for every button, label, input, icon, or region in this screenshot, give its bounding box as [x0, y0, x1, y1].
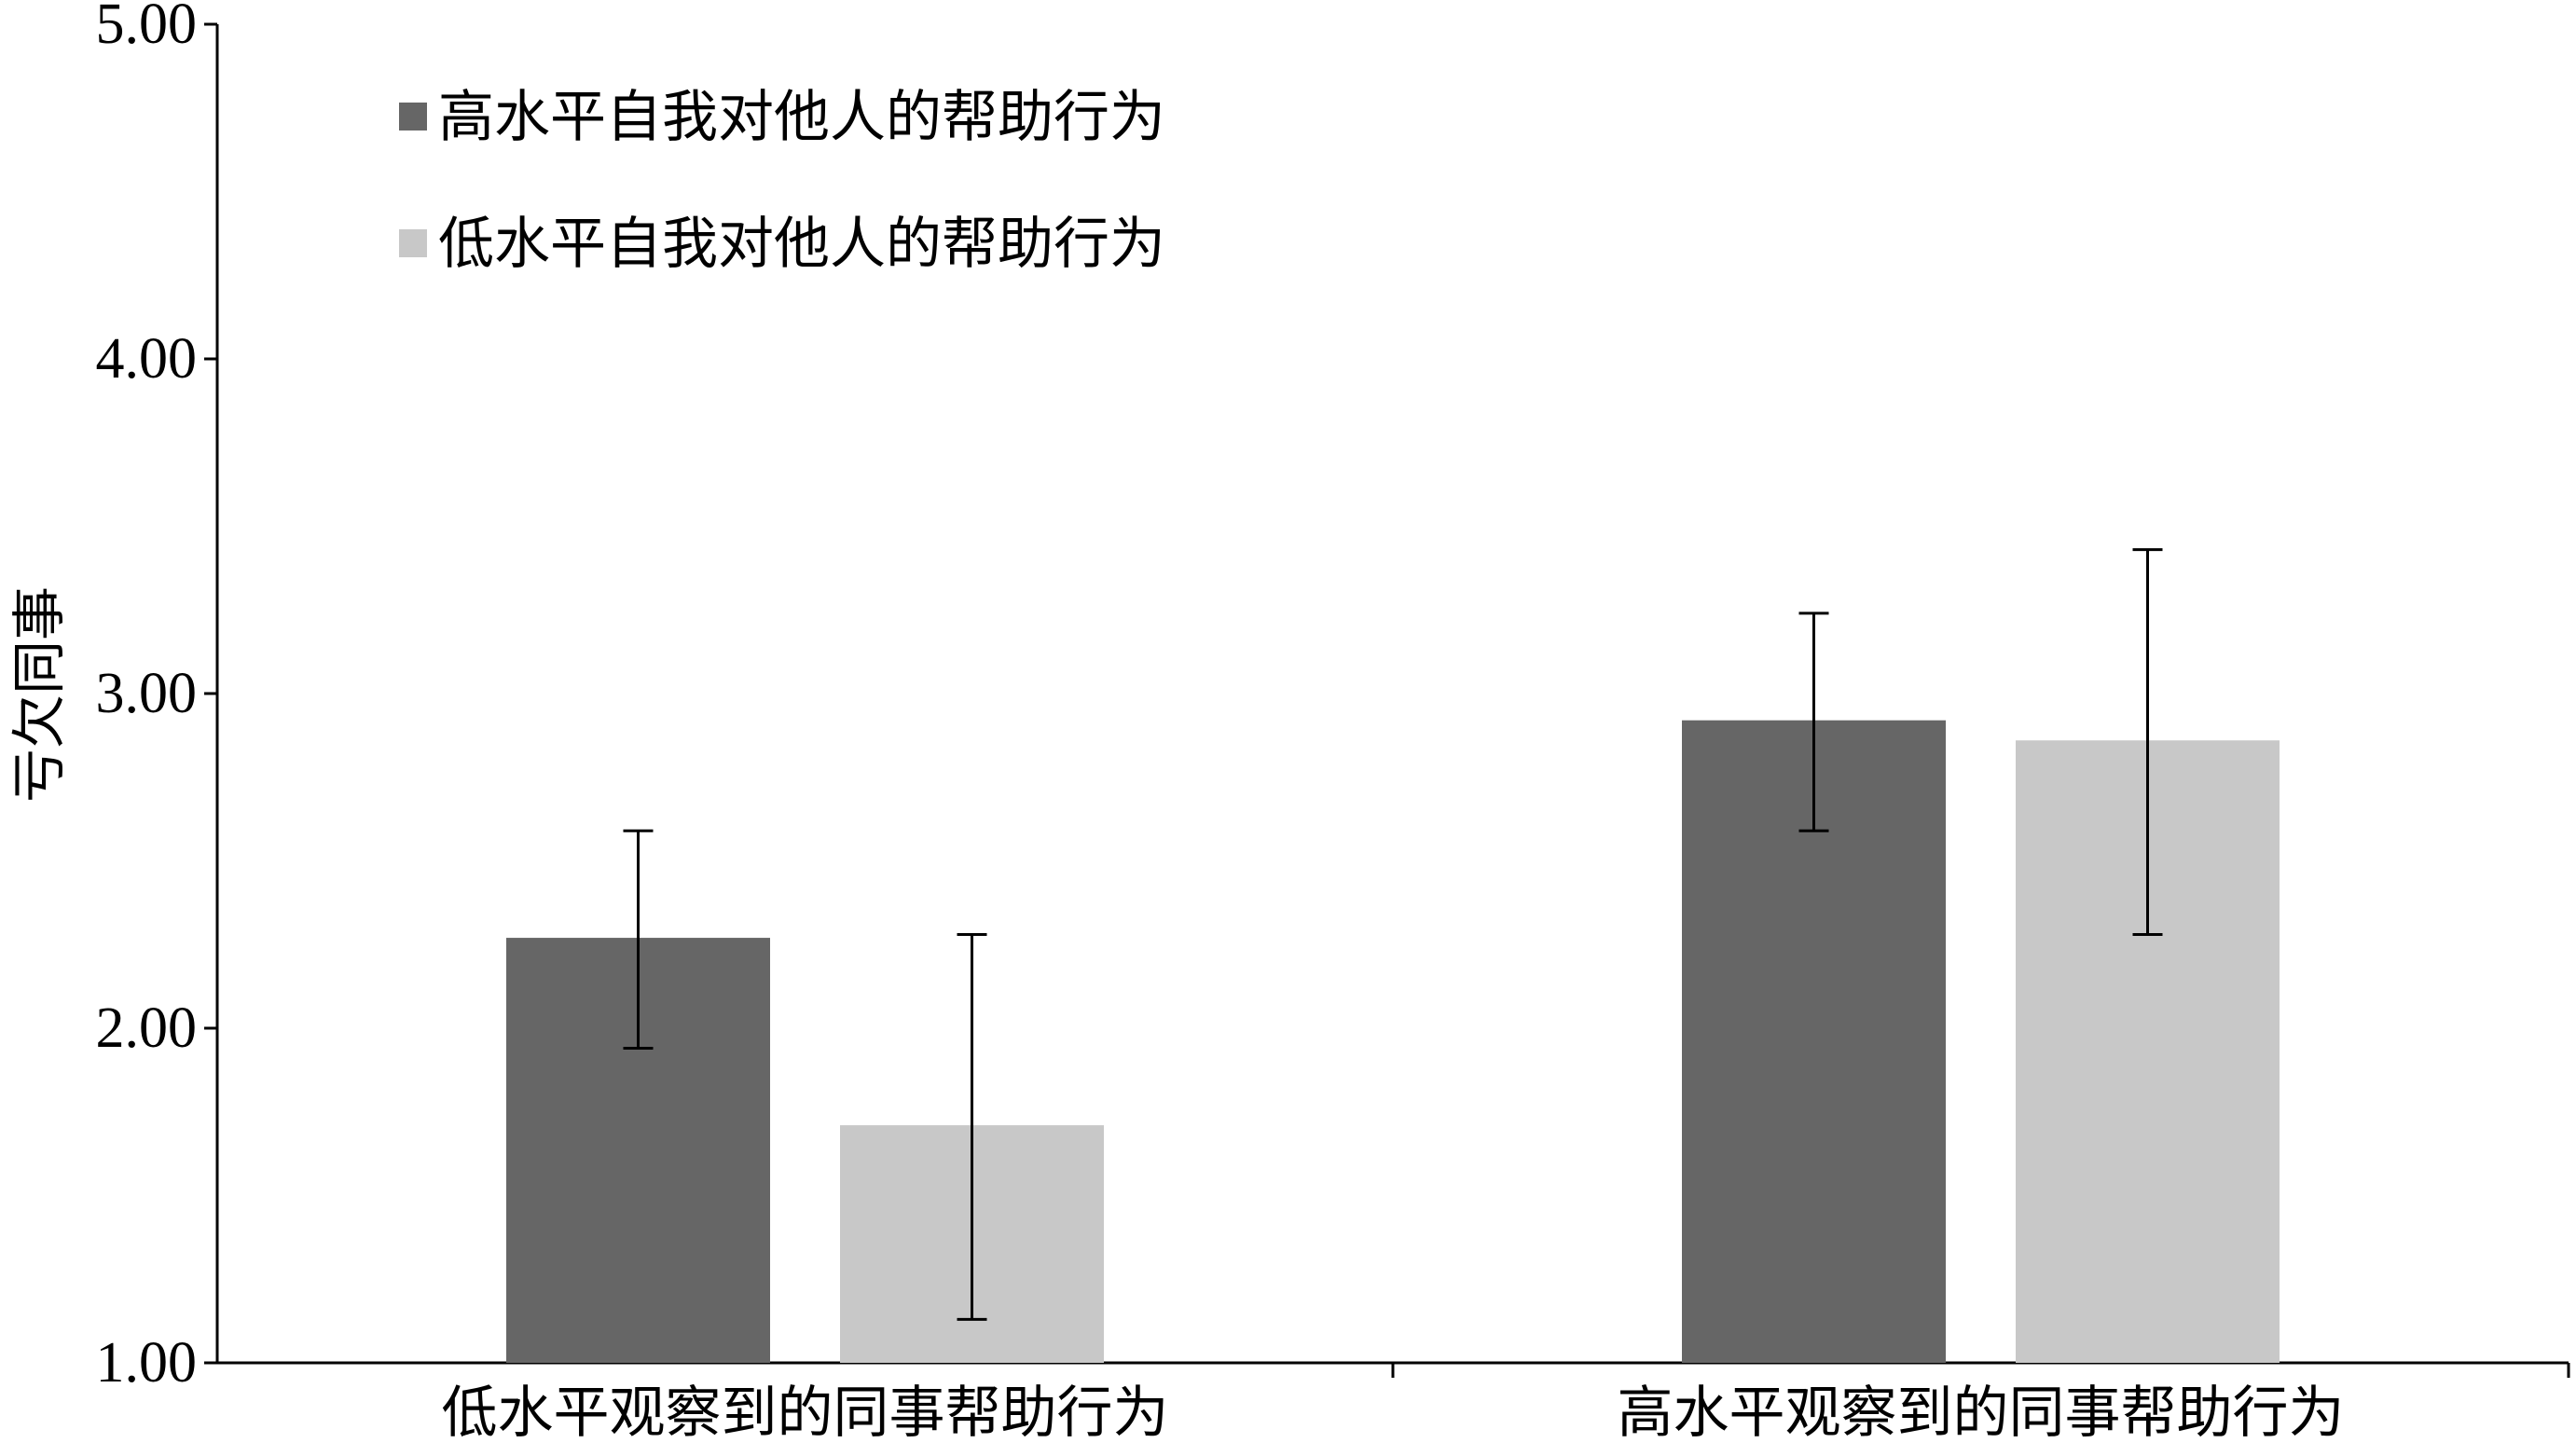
- x-category-label: 低水平观察到的同事帮助行为: [442, 1381, 1169, 1443]
- y-tick-labels: 1.00 2.00 3.00 4.00 5.00: [96, 0, 198, 1395]
- bars: [506, 720, 2280, 1363]
- error-bars: [623, 548, 2163, 1321]
- legend-label: 高水平自我对他人的帮助行为: [438, 85, 1165, 150]
- y-tick-label: 1.00: [96, 1331, 198, 1395]
- y-axis-label: 亏欠同事: [7, 586, 71, 803]
- x-category-label: 高水平观察到的同事帮助行为: [1618, 1381, 2345, 1443]
- y-tick-label: 2.00: [96, 996, 198, 1060]
- legend-swatch: [399, 103, 427, 131]
- x-category-labels: 低水平观察到的同事帮助行为 高水平观察到的同事帮助行为: [442, 1381, 2345, 1443]
- y-tick-label: 4.00: [96, 327, 198, 391]
- y-tick-label: 5.00: [96, 0, 198, 56]
- legend-swatch: [399, 229, 427, 257]
- y-tick-label: 3.00: [96, 662, 198, 725]
- legend-label: 低水平自我对他人的帮助行为: [438, 212, 1165, 277]
